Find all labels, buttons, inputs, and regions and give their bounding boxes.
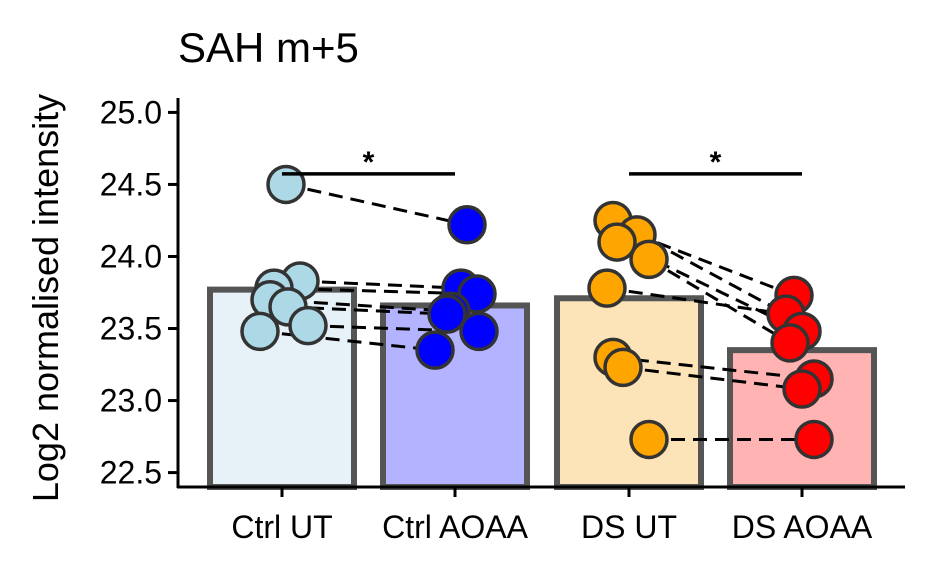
bar-ds-ut: [554, 295, 704, 490]
y-tick-label: 23.0: [100, 383, 162, 419]
data-point: [415, 330, 455, 370]
axes-group: 22.5 23.0 23.5 24.0 24.5 25.0 Ctrl UT Ctrl AOAA…: [100, 94, 905, 545]
data-point: [629, 419, 669, 460]
y-tick-label: 25.0: [100, 94, 162, 130]
data-point: [597, 222, 637, 262]
data-point: [266, 164, 306, 205]
y-tick-label: 23.5: [100, 311, 162, 347]
pair-line: [285, 182, 468, 227]
pair-line: [636, 233, 795, 297]
y-axis-label: Log2 normalised intensity: [25, 94, 66, 502]
data-point: [427, 294, 467, 334]
data-point: [447, 205, 487, 245]
pair-line: [612, 355, 815, 381]
significance-star: *: [710, 146, 722, 179]
data-point: [782, 369, 822, 409]
pair-line: [622, 365, 803, 391]
chart-title: SAH m+5: [178, 24, 359, 71]
data-point: [288, 305, 328, 346]
pair-line: [299, 279, 462, 290]
data-point: [240, 311, 280, 352]
data-point: [587, 268, 627, 308]
significance-star: *: [363, 146, 375, 179]
significance-group: * *: [282, 146, 802, 179]
y-tick-label: 24.0: [100, 238, 162, 274]
pair-line: [648, 258, 791, 345]
data-point: [629, 239, 669, 280]
pair-line: [606, 286, 787, 316]
bars-group: [207, 286, 877, 491]
x-tick-label: Ctrl AOAA: [382, 509, 528, 545]
data-point: [770, 323, 810, 363]
x-tick-label: DS AOAA: [732, 509, 873, 545]
x-tick-label: Ctrl UT: [231, 509, 332, 545]
data-point: [459, 311, 499, 352]
x-tick-label: DS UT: [581, 509, 677, 545]
data-point: [794, 419, 834, 460]
pair-line: [259, 329, 436, 352]
y-tick-label: 22.5: [100, 455, 162, 491]
bar-ctrl-aoaa: [380, 302, 530, 491]
data-point: [603, 347, 643, 388]
y-tick-label: 24.5: [100, 166, 162, 202]
points-group: [240, 164, 834, 460]
